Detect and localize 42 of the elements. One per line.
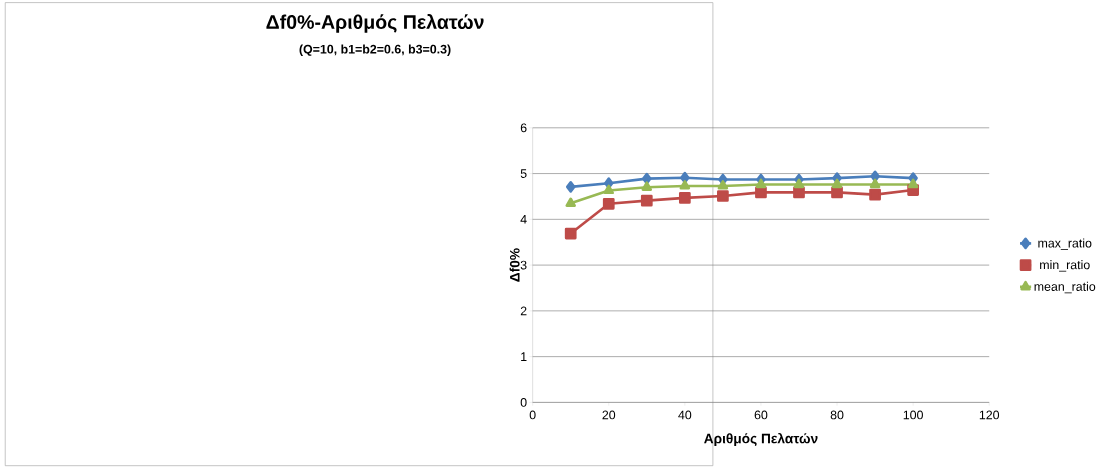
point: [755, 178, 767, 189]
y-tick-label: 6: [520, 123, 527, 133]
y-tick-label: 4: [520, 214, 527, 224]
text: Δf0%-Αριθμός Πελατών: [266, 13, 484, 33]
x-tick-label: 20: [602, 410, 616, 420]
point: [717, 189, 729, 202]
point: [679, 179, 691, 190]
x-tick-label: 0: [529, 410, 536, 420]
point: [603, 184, 615, 194]
point: [793, 186, 805, 199]
y-tick-label: 1: [521, 352, 527, 361]
x-tick-label: 100: [903, 410, 923, 420]
point: [564, 227, 577, 240]
text: (Q=10, b1=b2=0.6, b3=0.3): [299, 44, 451, 56]
point: [869, 188, 881, 201]
point: [678, 191, 691, 204]
y-tick-label: 2: [520, 306, 527, 316]
point: [602, 197, 615, 210]
point: [642, 172, 652, 185]
point: [755, 186, 767, 199]
y-tick-label: 3: [520, 260, 527, 270]
point: [565, 180, 576, 193]
x-tick-label: 80: [830, 410, 844, 420]
y-axis-title: Δf0%: [509, 248, 520, 282]
x-tick-label: 40: [678, 410, 692, 420]
legend-label: mean_ratio: [1034, 281, 1096, 294]
legend-label: min_ratio: [1040, 259, 1090, 272]
point: [640, 194, 653, 207]
point: [869, 178, 881, 189]
y-tick-label: 0: [520, 397, 527, 407]
point: [565, 197, 576, 207]
point: [907, 178, 919, 189]
point: [717, 179, 729, 190]
point: [641, 181, 653, 191]
y-tick-label: 5: [520, 169, 527, 178]
point: [831, 186, 843, 199]
point: [831, 178, 843, 189]
legend-label: max_ratio: [1038, 238, 1092, 250]
point: [793, 178, 805, 189]
x-tick-label: 120: [979, 410, 1000, 420]
x-tick-label: 60: [754, 410, 768, 420]
x-axis-title: Αριθμός Πελατών: [704, 432, 818, 446]
